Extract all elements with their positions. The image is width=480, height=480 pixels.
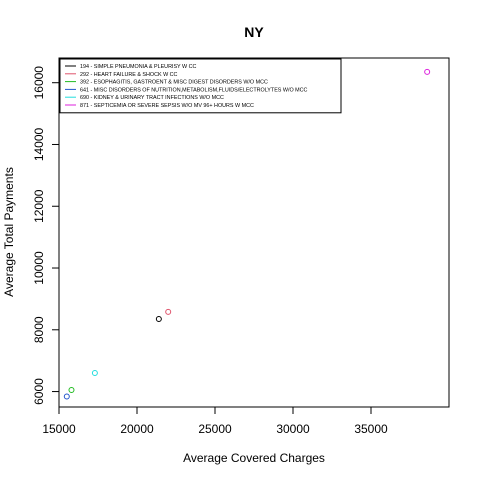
data-point-2	[165, 308, 172, 315]
legend-label: 641 - MISC DISORDERS OF NUTRITION,METABO…	[80, 87, 308, 93]
legend-box	[59, 58, 342, 114]
y-tick-label: 12000	[32, 189, 46, 223]
legend-label: 292 - HEART FAILURE & SHOCK W CC	[80, 72, 178, 78]
data-point-3	[68, 387, 75, 394]
y-axis: 6000 8000 10000 12000 14000 16000	[32, 66, 60, 405]
x-tick-label: 35000	[354, 422, 388, 436]
y-tick-label: 6000	[32, 378, 46, 405]
y-axis-label: Average Total Payments	[2, 167, 16, 297]
x-tick-label: 30000	[276, 422, 310, 436]
x-axis: 15000 20000 25000 30000 35000	[42, 406, 388, 436]
y-tick-label: 8000	[32, 316, 46, 343]
legend-label: 194 - SIMPLE PNEUMONIA & PLEURISY W CC	[80, 64, 197, 70]
legend-label: 690 - KIDNEY & URINARY TRACT INFECTIONS …	[80, 95, 224, 101]
legend-label: 871 - SEPTICEMIA OR SEVERE SEPSIS W/O MV…	[80, 103, 254, 109]
x-tick-label: 20000	[120, 422, 154, 436]
data-point-4	[63, 393, 70, 400]
chart-title: NY	[244, 24, 264, 40]
data-point-5	[91, 370, 98, 377]
y-tick-label: 14000	[32, 127, 46, 161]
legend: 194 - SIMPLE PNEUMONIA & PLEURISY W CC 29…	[59, 58, 342, 114]
legend-label: 392 - ESOPHAGITIS, GASTROENT & MISC DIGE…	[80, 80, 268, 86]
data-point-1	[155, 315, 162, 322]
x-tick-label: 25000	[198, 422, 232, 436]
data-points	[63, 68, 431, 400]
y-tick-label: 10000	[32, 251, 46, 285]
x-axis-label: Average Covered Charges	[183, 451, 325, 465]
y-tick-label: 16000	[32, 66, 46, 100]
x-tick-label: 15000	[42, 422, 76, 436]
data-point-6	[424, 68, 431, 75]
